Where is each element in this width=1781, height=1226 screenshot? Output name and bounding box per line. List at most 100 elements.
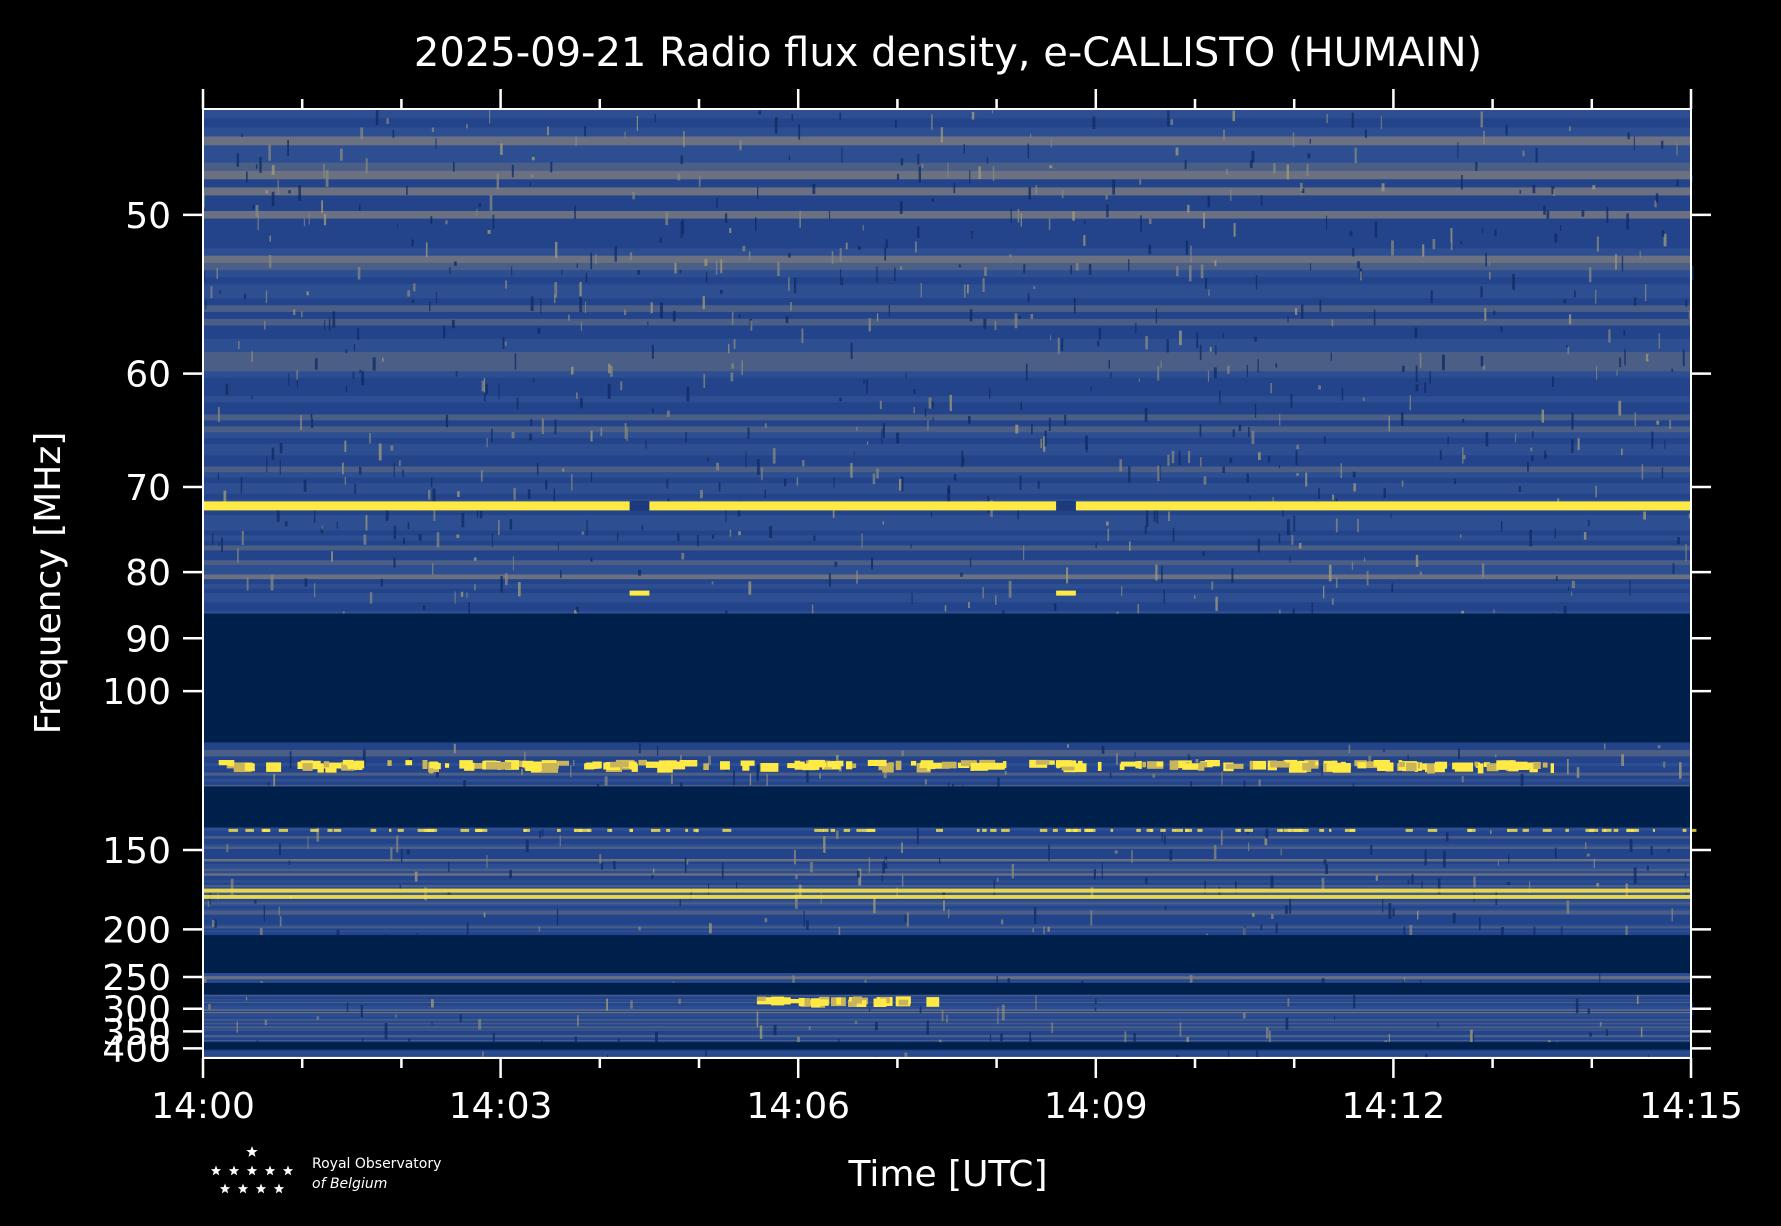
heatmap-row (203, 318, 1691, 326)
heatmap-speckle (1676, 142, 1678, 156)
burst-mark (720, 761, 730, 770)
heatmap-speckle (1108, 360, 1110, 369)
heatmap-row (203, 1007, 1691, 1009)
heatmap-speckle (1351, 112, 1354, 128)
heatmap-speckle (1531, 455, 1534, 462)
heatmap-speckle (584, 126, 587, 137)
burst-mark (780, 997, 791, 1005)
heatmap-speckle (1145, 877, 1148, 884)
heatmap-speckle (210, 286, 213, 299)
heatmap-speckle (1119, 459, 1122, 472)
heatmap-speckle (1661, 467, 1664, 479)
heatmap-row (203, 574, 1691, 580)
heatmap-speckle (794, 893, 798, 909)
heatmap-row (203, 769, 1691, 774)
heatmap-speckle (1015, 424, 1019, 434)
heatmap-row (203, 291, 1691, 299)
burst-mark (852, 763, 857, 768)
heatmap-row (203, 248, 1691, 257)
heatmap-row (203, 1012, 1691, 1014)
heatmap-speckle (1634, 412, 1636, 427)
heatmap-speckle (266, 456, 268, 473)
heatmap-row (203, 298, 1691, 306)
heatmap-speckle (1270, 383, 1272, 394)
heatmap-speckle (862, 224, 864, 231)
heatmap-row (203, 352, 1691, 359)
heatmap-row (203, 906, 1691, 910)
burst-mark (861, 828, 872, 832)
heatmap-speckle (360, 1005, 363, 1018)
burst-mark (610, 761, 629, 768)
x-tick-label: 14:00 (151, 1086, 255, 1127)
heatmap-row (203, 1049, 1691, 1052)
heatmap-row (203, 976, 1691, 979)
heatmap-speckle (788, 155, 791, 161)
y-tick-label: 250 (102, 958, 171, 999)
heatmap-speckle (1023, 264, 1026, 274)
heatmap-speckle (474, 584, 476, 591)
heatmap-row (203, 371, 1691, 378)
heatmap-speckle (1184, 160, 1187, 169)
heatmap-speckle (577, 1015, 579, 1027)
heatmap-speckle (756, 1011, 759, 1028)
heatmap-speckle (736, 881, 738, 889)
burst-mark (429, 763, 434, 774)
heatmap-speckle (372, 357, 376, 371)
heatmap-speckle (1589, 267, 1592, 283)
heatmap-speckle (452, 319, 455, 329)
heatmap-speckle (679, 269, 682, 274)
heatmap-speckle (1285, 905, 1288, 914)
heatmap-speckle (1172, 527, 1175, 542)
burst-mark (556, 760, 569, 766)
heatmap-speckle (524, 751, 526, 762)
y-tick-label: 400 (102, 1029, 171, 1070)
heatmap-speckle (1019, 475, 1022, 490)
burst-mark (1249, 760, 1253, 770)
heatmap-speckle (1419, 353, 1422, 369)
heatmap-speckle (806, 920, 809, 930)
heatmap-speckle (1390, 513, 1392, 518)
heatmap-row (203, 863, 1691, 867)
heatmap-speckle (1461, 610, 1464, 614)
heatmap-speckle (576, 263, 578, 268)
heatmap-speckle (674, 263, 677, 274)
heatmap-row (203, 284, 1691, 292)
heatmap-speckle (1199, 424, 1202, 437)
heatmap-speckle (530, 419, 533, 427)
heatmap-speckle (677, 173, 681, 181)
heatmap-speckle (1257, 538, 1260, 553)
heatmap-speckle (1616, 370, 1618, 376)
heatmap-speckle (1599, 1021, 1602, 1027)
heatmap-speckle (1000, 1033, 1003, 1042)
heatmap-speckle (1254, 403, 1257, 418)
heatmap-row (203, 979, 1691, 982)
heatmap-speckle (1485, 432, 1489, 447)
heatmap-speckle (479, 511, 483, 519)
heatmap-speckle (310, 413, 313, 419)
heatmap-speckle (679, 899, 681, 906)
burst-mark (1601, 828, 1607, 832)
heatmap-speckle (259, 928, 263, 936)
heatmap-speckle (525, 839, 529, 853)
heatmap-speckle (455, 371, 458, 377)
heatmap-speckle (386, 118, 389, 124)
heatmap-speckle (600, 862, 604, 870)
heatmap-speckle (1301, 188, 1305, 193)
heatmap-speckle (1035, 995, 1037, 1010)
heatmap-speckle (547, 126, 549, 136)
logo-line2: of Belgium (312, 1176, 387, 1192)
blank-band (203, 1042, 1691, 1050)
heatmap-row (203, 179, 1691, 188)
heatmap-speckle (1195, 759, 1199, 763)
heatmap-speckle (774, 117, 778, 134)
heatmap-speckle (1285, 1017, 1289, 1030)
burst-mark (278, 828, 288, 832)
heatmap-speckle (1566, 344, 1568, 349)
heatmap-speckle (413, 283, 416, 292)
heatmap-speckle (1679, 762, 1682, 779)
heatmap-speckle (1606, 1029, 1608, 1036)
heatmap-speckle (1235, 881, 1237, 894)
heatmap-speckle (728, 343, 730, 354)
heatmap-speckle (1554, 233, 1558, 243)
burst-mark (607, 828, 611, 832)
